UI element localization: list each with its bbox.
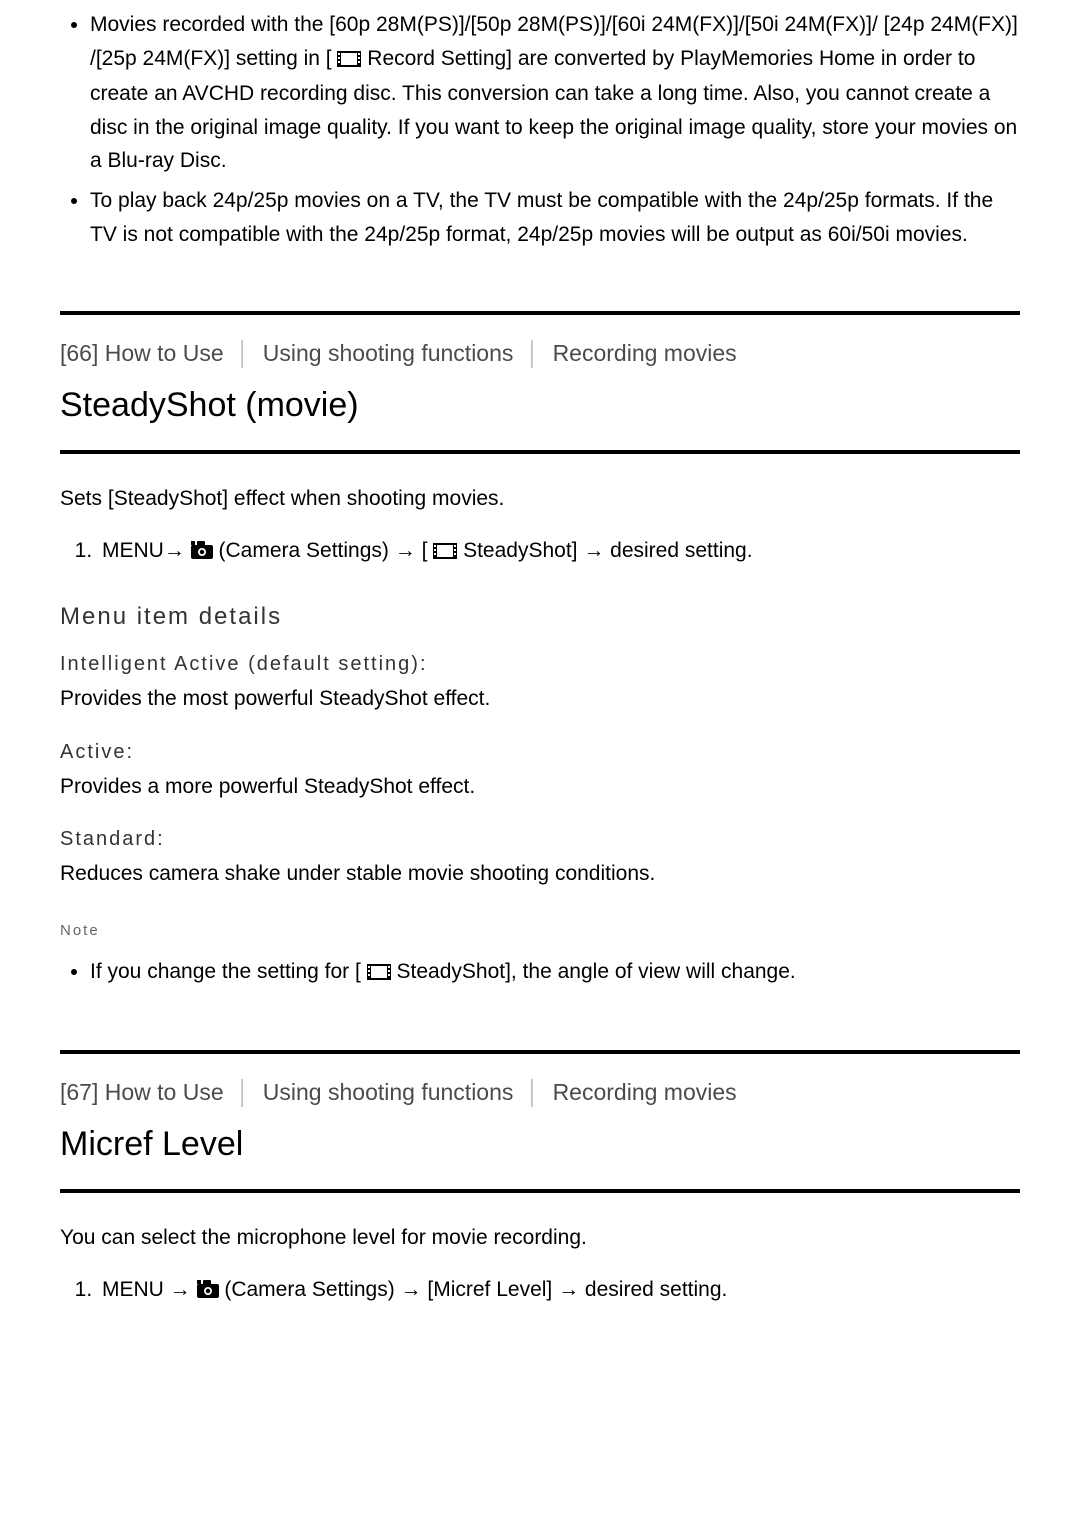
top-bullet-list: Movies recorded with the [60p 28M(PS)]/[…	[60, 8, 1020, 251]
page-title: SteadyShot (movie)	[60, 378, 1020, 432]
step-text: MENU→	[102, 539, 191, 562]
breadcrumb-end: Recording movies	[553, 340, 737, 366]
section-divider	[60, 311, 1020, 315]
menu-item-title: Standard:	[60, 823, 1020, 855]
breadcrumb-num: [66] How to Use	[60, 340, 224, 366]
note-heading: Note	[60, 919, 1020, 943]
breadcrumb-mid: Using shooting functions	[263, 1079, 514, 1105]
step-text: (Camera Settings) → [	[213, 539, 434, 562]
breadcrumb-mid: Using shooting functions	[263, 340, 514, 366]
step-text: (Camera Settings) → [Micref Level] → des…	[219, 1278, 728, 1301]
breadcrumb-sep: │	[230, 1079, 256, 1105]
list-item: If you change the setting for [ SteadySh…	[90, 955, 1020, 991]
note-list: If you change the setting for [ SteadySh…	[60, 955, 1020, 991]
list-item: Movies recorded with the [60p 28M(PS)]/[…	[90, 8, 1020, 178]
step-item: MENU→ (Camera Settings) → [ SteadyShot] …	[98, 534, 1020, 570]
note-text: If you change the setting for [	[90, 960, 367, 983]
breadcrumb-sep: │	[230, 340, 256, 366]
section-divider	[60, 450, 1020, 454]
list-item: To play back 24p/25p movies on a TV, the…	[90, 184, 1020, 251]
breadcrumb-end: Recording movies	[553, 1079, 737, 1105]
section-description: Sets [SteadyShot] effect when shooting m…	[60, 482, 1020, 516]
film-icon	[337, 44, 361, 78]
section-description: You can select the microphone level for …	[60, 1221, 1020, 1255]
page-title: Micref Level	[60, 1117, 1020, 1171]
camera-icon	[191, 536, 213, 570]
steps-list: MENU → (Camera Settings) → [Micref Level…	[60, 1273, 1020, 1309]
step-text: SteadyShot] → desired setting.	[457, 539, 752, 562]
breadcrumb-sep: │	[520, 1079, 546, 1105]
step-item: MENU → (Camera Settings) → [Micref Level…	[98, 1273, 1020, 1309]
section-divider	[60, 1050, 1020, 1054]
breadcrumb-num: [67] How to Use	[60, 1079, 224, 1105]
menu-details-heading: Menu item details	[60, 598, 1020, 636]
section-divider	[60, 1189, 1020, 1193]
menu-item-body: Provides a more powerful SteadyShot effe…	[60, 770, 1020, 804]
breadcrumb: [66] How to Use │ Using shooting functio…	[60, 335, 1020, 372]
breadcrumb: [67] How to Use │ Using shooting functio…	[60, 1074, 1020, 1111]
menu-item-body: Provides the most powerful SteadyShot ef…	[60, 682, 1020, 716]
menu-item-title: Active:	[60, 736, 1020, 768]
note-text: SteadyShot], the angle of view will chan…	[391, 960, 796, 983]
breadcrumb-sep: │	[520, 340, 546, 366]
menu-item-body: Reduces camera shake under stable movie …	[60, 857, 1020, 891]
step-text: MENU →	[102, 1278, 197, 1301]
film-icon	[367, 957, 391, 991]
camera-icon	[197, 1275, 219, 1309]
steps-list: MENU→ (Camera Settings) → [ SteadyShot] …	[60, 534, 1020, 570]
bullet-text-pre: To play back 24p/25p movies on a TV, the…	[90, 189, 993, 246]
film-icon	[433, 536, 457, 570]
menu-item-title: Intelligent Active (default setting):	[60, 648, 1020, 680]
